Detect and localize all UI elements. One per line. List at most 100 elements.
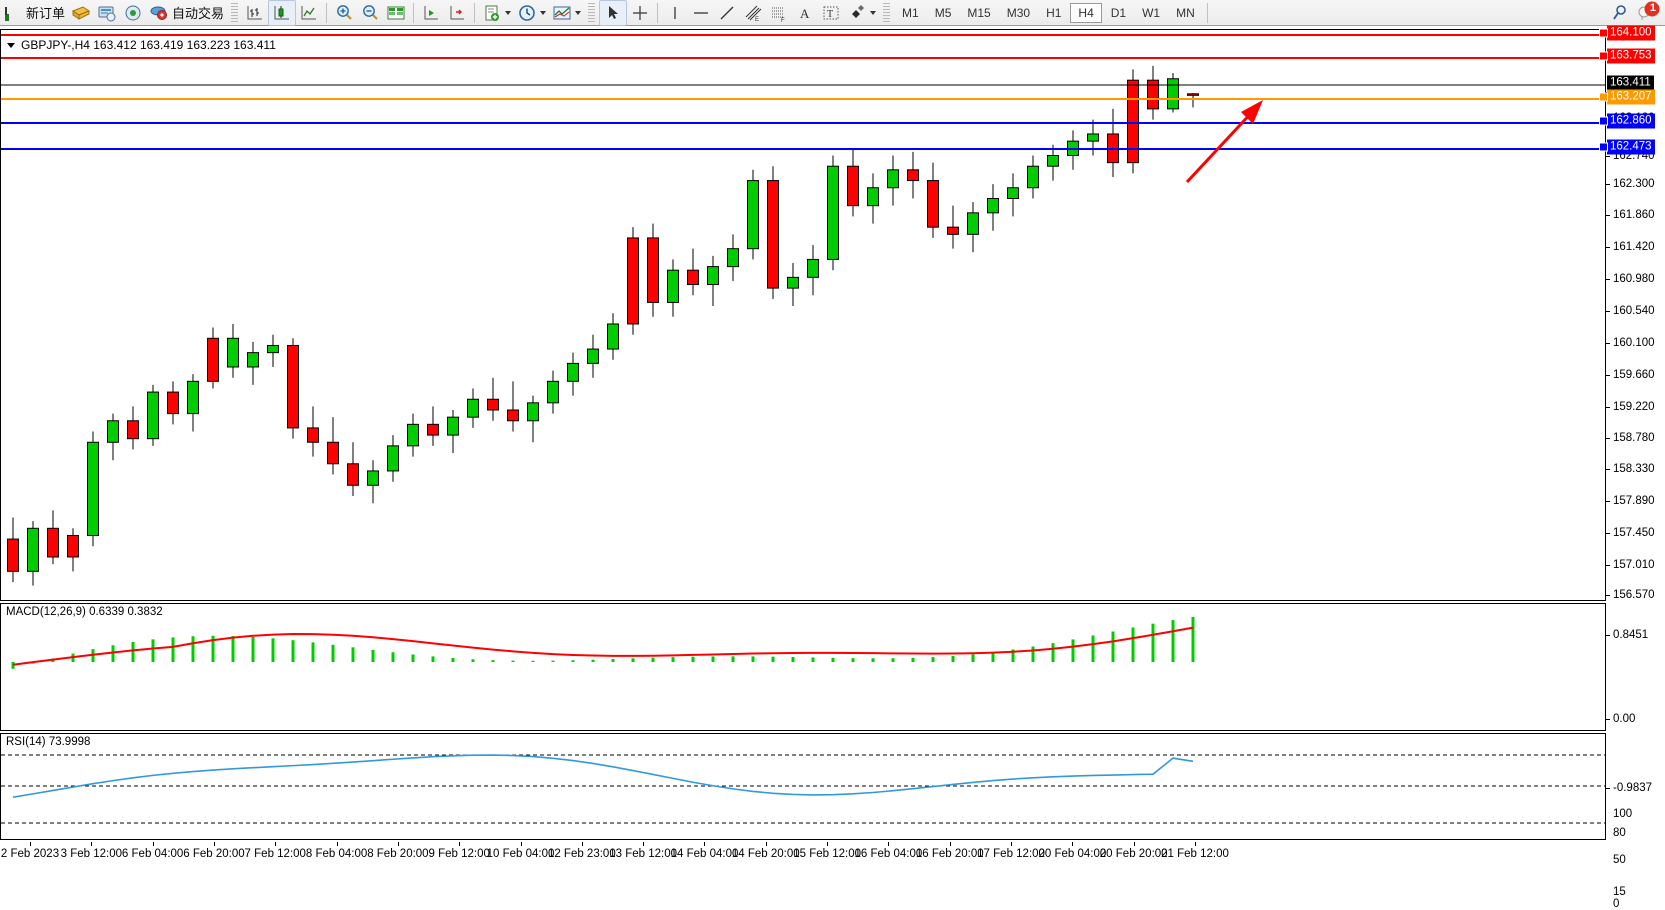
candlestick-chart-icon: [274, 5, 290, 19]
chevron-down-icon-2[interactable]: [540, 10, 547, 15]
timeframe-d1[interactable]: D1: [1110, 5, 1127, 20]
macd-pane[interactable]: MACD(12,26,9) 0.6339 0.3832: [0, 603, 1606, 731]
wallet-icon: [71, 5, 91, 20]
timeframe-w1[interactable]: W1: [1142, 5, 1161, 20]
timeframe-m1[interactable]: M1: [902, 5, 919, 20]
candle-body: [407, 423, 419, 447]
time-tick: [704, 842, 706, 846]
candle-body: [927, 180, 939, 228]
rsi-tick-label: 0: [1613, 898, 1620, 910]
indicator-button[interactable]: [549, 1, 584, 25]
svg-text:F: F: [781, 18, 785, 23]
price-level-label-support[interactable]: 162.860: [1607, 113, 1655, 129]
grid-icon: [387, 6, 405, 19]
price-level-handle[interactable]: [1599, 28, 1608, 38]
price-pane[interactable]: GBPJPY-,H4 163.412 163.419 163.223 163.4…: [0, 29, 1606, 601]
terminal-button[interactable]: [94, 1, 120, 25]
price-level-label-resistance[interactable]: 163.753: [1607, 48, 1655, 64]
price-level-label-bid[interactable]: 163.411: [1607, 75, 1654, 91]
text-button[interactable]: A: [792, 1, 818, 25]
time-tick-label: 12 Feb 23:00: [547, 848, 616, 860]
fibo-icon: F: [772, 7, 785, 23]
cursor-button[interactable]: [599, 0, 628, 26]
candle-body: [267, 344, 279, 354]
crosshair-icon: [633, 5, 648, 20]
new-order-button[interactable]: 新订单: [0, 1, 68, 25]
trendline-button[interactable]: [714, 1, 740, 25]
timeframe-mn[interactable]: MN: [1176, 5, 1195, 20]
price-level-label-entry[interactable]: 163.207: [1607, 89, 1655, 105]
text-box-button[interactable]: T: [818, 1, 844, 25]
search-button[interactable]: [1607, 1, 1633, 25]
navigator-button[interactable]: [120, 1, 146, 25]
price-level-handle[interactable]: [1599, 51, 1608, 61]
bar-chart-button[interactable]: [242, 1, 268, 25]
period-button[interactable]: [514, 1, 549, 25]
macd-tick: [1606, 788, 1610, 789]
price-level-handle[interactable]: [1599, 116, 1608, 126]
price-level-handle[interactable]: [1599, 142, 1608, 152]
price-tick: [1606, 501, 1610, 502]
price-level-label-support[interactable]: 162.473: [1607, 139, 1655, 155]
template-button[interactable]: [479, 1, 514, 25]
chart-menu-arrow-icon[interactable]: [7, 43, 15, 48]
candle-body: [467, 398, 479, 418]
zoom-in-button[interactable]: [331, 1, 357, 25]
candle-body: [427, 423, 439, 436]
toolbar-grip-3[interactable]: [883, 3, 891, 22]
notification-count: 1: [1649, 1, 1656, 14]
timeframe-m5[interactable]: M5: [934, 5, 952, 20]
rsi-pane[interactable]: RSI(14) 73.9998: [0, 733, 1606, 840]
crosshair-button[interactable]: [627, 1, 653, 25]
price-level-handle[interactable]: [1599, 92, 1608, 102]
objects-button[interactable]: [844, 1, 879, 25]
macd-plot: [11, 616, 1195, 669]
timeframe-h4[interactable]: H4: [1070, 2, 1102, 23]
candle-body: [227, 337, 239, 368]
autotrade-button[interactable]: 自动交易: [146, 1, 227, 25]
chevron-down-icon-4[interactable]: [870, 10, 877, 15]
grid-button[interactable]: [383, 1, 409, 25]
vline-button[interactable]: [662, 1, 688, 25]
line-chart-button[interactable]: [296, 1, 322, 25]
candle-body: [767, 180, 779, 289]
candle-body: [567, 362, 579, 382]
chevron-down-icon-3[interactable]: [575, 10, 582, 15]
time-tick-label: 8 Feb 20:00: [367, 848, 429, 860]
timeframe-m15[interactable]: M15: [967, 5, 991, 20]
time-tick: [765, 842, 767, 846]
candle-body: [1007, 187, 1019, 199]
macd-tick-label: -0.9837: [1613, 782, 1653, 794]
notification-badge: [1644, 1, 1660, 16]
price-axis[interactable]: 164.000163.620163.180162.740162.300161.8…: [1599, 25, 1665, 910]
up-arrow-annotation[interactable]: [1185, 100, 1263, 184]
candle-body: [387, 445, 399, 472]
wallet-button[interactable]: [68, 1, 94, 25]
zoom-out-button[interactable]: [357, 1, 383, 25]
chart-shift-button[interactable]: [418, 1, 444, 25]
time-tick: [888, 842, 890, 846]
zoom-out-icon: [363, 4, 378, 20]
time-tick: [643, 842, 645, 846]
alerts-button[interactable]: 1: [1633, 1, 1660, 25]
toolbar-grip-2[interactable]: [588, 3, 596, 22]
fibo-button[interactable]: F: [766, 1, 792, 25]
candle-body: [527, 402, 539, 422]
autotrade-label: 自动交易: [172, 6, 225, 21]
price-level-label-resistance[interactable]: 164.100: [1607, 25, 1655, 41]
toolbar-grip[interactable]: [231, 3, 239, 22]
candlestick-chart-button[interactable]: [268, 0, 297, 26]
timeframe-h1[interactable]: H1: [1046, 5, 1062, 20]
price-tick-label: 157.890: [1613, 495, 1655, 507]
auto-scroll-button[interactable]: [444, 1, 470, 25]
hline-button[interactable]: [688, 1, 714, 25]
chevron-down-icon[interactable]: [505, 10, 512, 15]
equidistant-channel-button[interactable]: E: [740, 1, 766, 25]
chart-shift-icon: [424, 5, 439, 19]
candle-body: [327, 441, 339, 465]
time-axis: 2 Feb 2023 3 Feb 12:00 6 Feb 04:00 6 Feb 20…: [0, 842, 1606, 872]
chart-area[interactable]: GBPJPY-,H4 163.412 163.419 163.223 163.4…: [0, 26, 1665, 860]
price-tick-label: 158.330: [1613, 463, 1655, 475]
timeframe-m30[interactable]: M30: [1006, 5, 1031, 20]
candle-body: [247, 352, 259, 368]
